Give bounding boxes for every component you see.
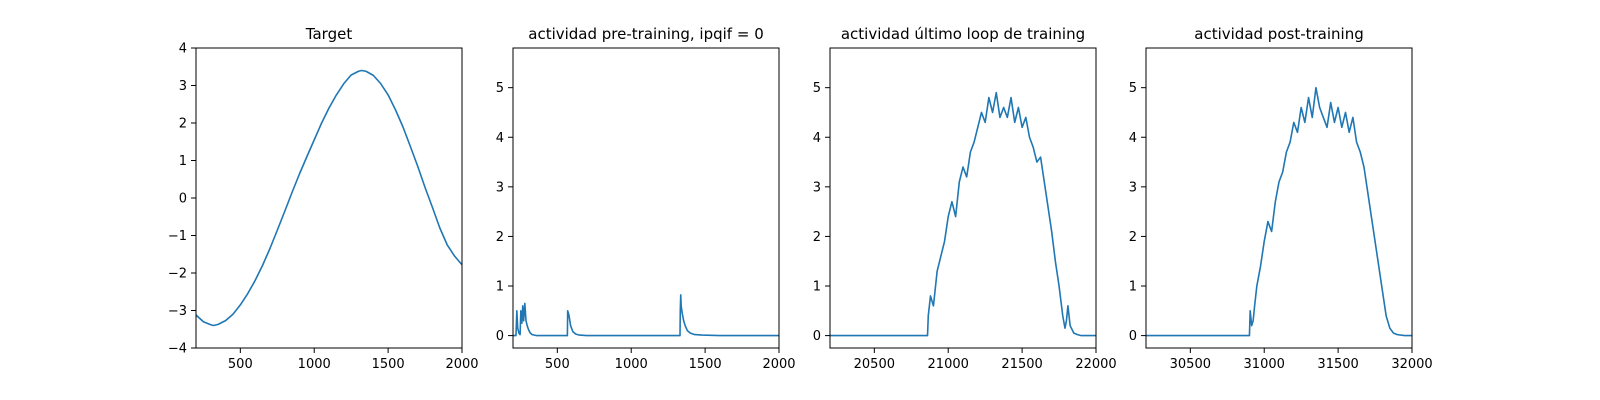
series-line: [1146, 86, 1412, 337]
x-tick-label: 1500: [689, 357, 722, 372]
subplot-last-training-loop: actividad último loop de training 20500 2…: [813, 25, 1117, 372]
subplot-title: Target: [305, 25, 353, 43]
series-line: [195, 69, 463, 327]
y-tick-label: 3: [496, 180, 504, 195]
y-tick-label: −1: [168, 229, 187, 244]
axes-frame: [829, 47, 1097, 349]
y-tick-label: −2: [168, 267, 187, 282]
y-tick-label: 1: [496, 280, 504, 295]
x-tick-label: 31500: [1317, 357, 1358, 372]
y-tick-label: −3: [168, 304, 187, 319]
x-tick-label: 2000: [762, 357, 795, 372]
subplot-title: actividad último loop de training: [841, 25, 1085, 43]
y-tick-label: 0: [179, 192, 187, 207]
axes-frame: [1145, 47, 1413, 349]
y-tick-label: 5: [1129, 81, 1137, 96]
y-tick-label: 4: [496, 131, 504, 146]
x-tick-label: 500: [545, 357, 570, 372]
x-tick-label: 32000: [1391, 357, 1432, 372]
x-tick-label: 30500: [1170, 357, 1211, 372]
subplot-title: actividad pre-training, ipqif = 0: [528, 25, 764, 43]
y-tick-label: 0: [1129, 329, 1137, 344]
y-tick-label: 1: [1129, 280, 1137, 295]
subplot-post-training: actividad post-training 30500 31000 31500 3…: [1129, 25, 1433, 372]
x-tick-label: 1000: [298, 357, 331, 372]
subplot-title: actividad post-training: [1194, 25, 1363, 43]
y-tick-label: 0: [496, 329, 504, 344]
y-tick-label: 3: [179, 79, 187, 94]
y-tick-label: −4: [168, 342, 187, 357]
y-tick-label: 5: [813, 81, 821, 96]
y-tick-label: 2: [496, 230, 504, 245]
y-tick-label: 2: [813, 230, 821, 245]
y-tick-label: 4: [813, 131, 821, 146]
y-tick-label: 0: [813, 329, 821, 344]
y-tick-label: 1: [179, 154, 187, 169]
x-tick-label: 1000: [615, 357, 648, 372]
x-tick-label: 22000: [1075, 357, 1116, 372]
y-tick-label: 1: [813, 280, 821, 295]
y-tick-label: 2: [1129, 230, 1137, 245]
y-tick-label: 3: [813, 180, 821, 195]
x-tick-label: 500: [228, 357, 253, 372]
x-tick-label: 21500: [1001, 357, 1042, 372]
x-tick-label: 1500: [372, 357, 405, 372]
series-line: [513, 294, 779, 337]
y-tick-label: 2: [179, 117, 187, 132]
subplot-target: Target 500 1000 1500 2000 −4 −3 −2 −1 0 1 2 3 4: [168, 25, 479, 372]
x-tick-label: 2000: [445, 357, 478, 372]
series-line: [830, 91, 1096, 337]
x-tick-label: 21000: [928, 357, 969, 372]
subplot-pre-training: actividad pre-training, ipqif = 0 500 100…: [496, 25, 796, 372]
y-tick-label: 3: [1129, 180, 1137, 195]
x-tick-label: 20500: [854, 357, 895, 372]
y-tick-label: 4: [179, 42, 187, 57]
y-tick-label: 4: [1129, 131, 1137, 146]
axes-frame: [195, 47, 463, 349]
y-tick-label: 5: [496, 81, 504, 96]
axes-frame: [512, 47, 780, 349]
x-tick-label: 31000: [1244, 357, 1285, 372]
